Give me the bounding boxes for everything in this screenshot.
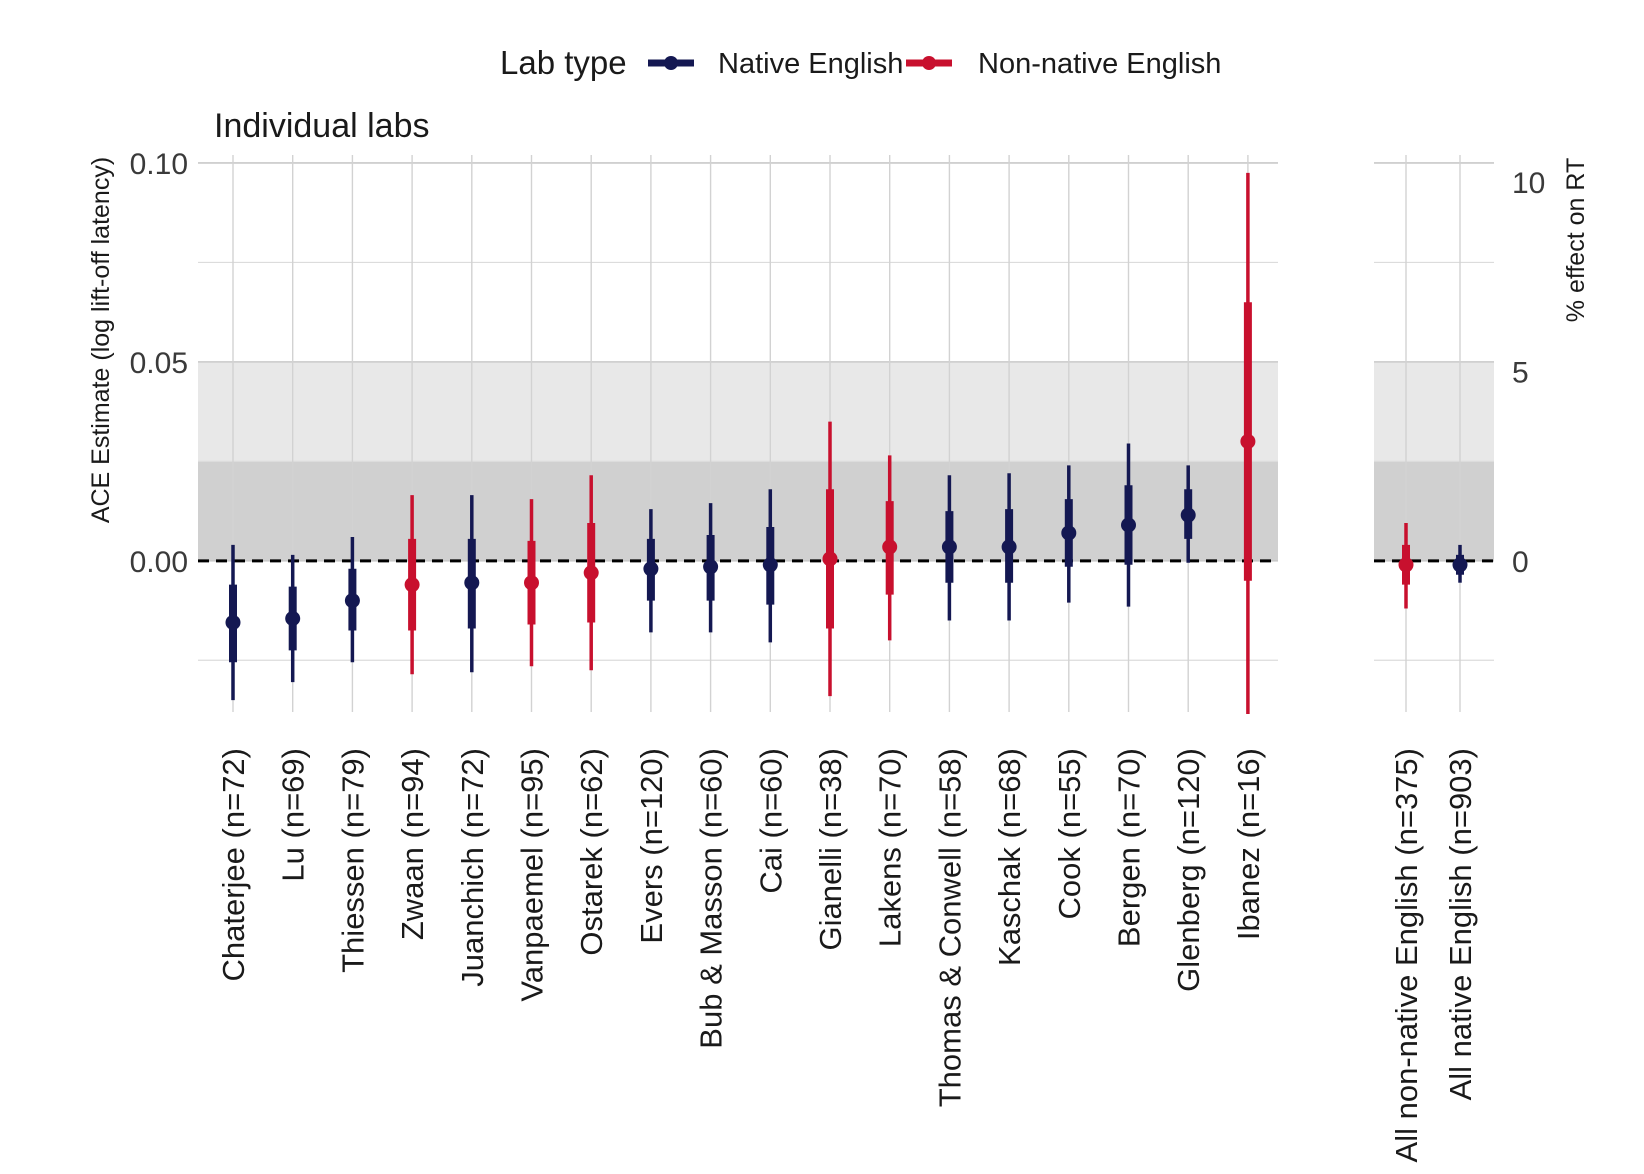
estimate-point [822, 551, 838, 567]
category-label-0-15: Bergen (n=70) [1112, 748, 1147, 947]
lab-estimate-0-6 [583, 475, 599, 671]
shaded-band-1-0 [1374, 461, 1494, 561]
category-label-0-9: Cai (n=60) [753, 748, 788, 894]
category-label-0-6: Ostarek (n=62) [574, 748, 609, 956]
lab-estimate-0-5 [524, 499, 539, 667]
estimate-point [1398, 557, 1414, 573]
lab-estimate-0-14 [1061, 465, 1077, 603]
y-axis-right-title: % effect on RT [1562, 158, 1590, 322]
category-label-0-4: Juanchich (n=72) [455, 748, 490, 987]
lab-estimate-0-2 [344, 536, 360, 663]
category-label-0-2: Thiessen (n=79) [335, 748, 370, 973]
lab-estimate-0-8 [703, 503, 719, 633]
legend-label-native: Native English [718, 48, 903, 80]
category-label-1-1: All native English (n=903) [1443, 748, 1478, 1100]
lab-estimate-0-3 [404, 495, 420, 675]
estimate-point [1121, 517, 1136, 533]
category-label-0-13: Kaschak (n=68) [992, 748, 1027, 966]
legend-dot-non-native [922, 56, 936, 70]
lab-estimate-0-17 [1240, 172, 1256, 714]
estimate-point [882, 539, 898, 555]
shaded-band-1-1 [1374, 361, 1494, 462]
lab-estimate-0-0 [225, 544, 241, 701]
estimate-point [464, 575, 480, 591]
estimate-point [1240, 433, 1256, 449]
legend: Lab type Native English Non-native Engli… [500, 44, 1221, 81]
legend-entry-non-native: Non-native English [906, 48, 1221, 80]
category-label-0-17: Ibanez (n=16) [1231, 748, 1266, 940]
category-label-0-3: Zwaan (n=94) [395, 748, 430, 940]
legend-title: Lab type [500, 44, 627, 81]
lab-estimate-0-16 [1180, 465, 1196, 563]
category-label-0-7: Evers (n=120) [634, 748, 669, 944]
lab-estimate-0-11 [882, 455, 898, 641]
estimate-point [404, 577, 420, 593]
lab-estimate-0-4 [464, 495, 480, 673]
lab-estimate-1-1 [1452, 544, 1468, 583]
y-axis-title: ACE Estimate (log lift-off latency) [87, 157, 115, 523]
lab-estimate-0-13 [1001, 473, 1017, 621]
shaded-band-0-1 [198, 361, 1278, 462]
estimate-point [285, 611, 301, 627]
estimate-point [1061, 525, 1077, 541]
category-label-1-0: All non-native English (n=375) [1389, 748, 1424, 1162]
category-label-0-14: Cook (n=55) [1052, 748, 1087, 919]
panel-title-individual-labs: Individual labs [214, 107, 429, 145]
estimate-point [524, 575, 539, 591]
y-tick-label-0: 0.00 [130, 546, 188, 579]
y-right-tick-label-2: 10 [1512, 167, 1545, 200]
estimate-point [1001, 539, 1017, 555]
category-label-0-0: Chaterjee (n=72) [216, 748, 251, 982]
lab-estimate-0-12 [941, 475, 957, 621]
y-tick-label-2: 0.10 [130, 148, 188, 181]
lab-estimate-0-7 [643, 509, 659, 633]
legend-label-non-native: Non-native English [978, 48, 1221, 80]
lab-estimate-0-1 [285, 554, 301, 683]
estimate-point [1452, 557, 1468, 573]
y-right-tick-label-1: 5 [1512, 356, 1529, 389]
category-label-0-12: Thomas & Conwell (n=58) [932, 748, 967, 1107]
category-label-0-11: Lakens (n=70) [873, 748, 908, 947]
lab-estimate-1-0 [1398, 523, 1414, 609]
estimate-point [225, 614, 241, 630]
legend-dot-native [664, 56, 678, 70]
category-label-0-8: Bub & Masson (n=60) [694, 748, 729, 1049]
estimate-point [643, 561, 659, 577]
lab-estimate-0-15 [1121, 443, 1136, 607]
estimate-point [703, 559, 719, 575]
shaded-band-0-0 [198, 461, 1278, 561]
estimate-point [344, 593, 360, 609]
category-label-0-5: Vanpaemel (n=95) [515, 748, 550, 1002]
estimate-point [583, 565, 599, 581]
lab-estimate-0-9 [762, 489, 778, 643]
estimate-point [1180, 507, 1196, 523]
lab-estimate-0-10 [822, 421, 838, 697]
y-tick-label-1: 0.05 [130, 347, 188, 380]
category-label-0-10: Gianelli (n=38) [813, 748, 848, 950]
y-right-tick-label-0: 0 [1512, 546, 1529, 579]
estimate-point [941, 539, 957, 555]
legend-entry-native: Native English [648, 48, 903, 80]
estimate-point [762, 557, 778, 573]
category-label-0-16: Glenberg (n=120) [1171, 748, 1206, 992]
category-label-0-1: Lu (n=69) [276, 748, 311, 882]
